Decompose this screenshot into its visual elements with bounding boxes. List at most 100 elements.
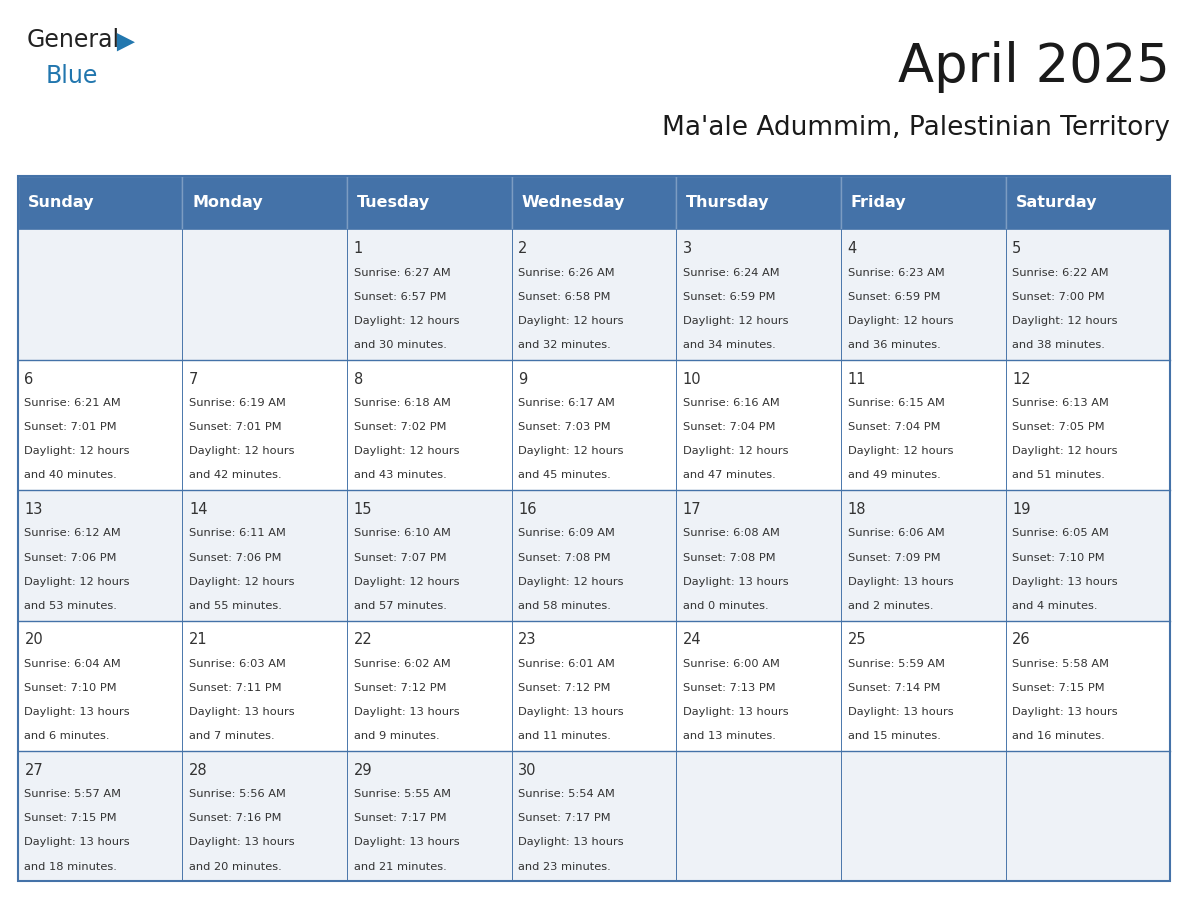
Text: and 42 minutes.: and 42 minutes. <box>189 470 282 480</box>
Text: Daylight: 13 hours: Daylight: 13 hours <box>847 577 953 587</box>
Text: Sunset: 7:05 PM: Sunset: 7:05 PM <box>1012 422 1105 432</box>
Text: Sunrise: 6:10 AM: Sunrise: 6:10 AM <box>354 529 450 539</box>
Text: Sunrise: 6:09 AM: Sunrise: 6:09 AM <box>518 529 615 539</box>
Text: Sunrise: 6:02 AM: Sunrise: 6:02 AM <box>354 659 450 669</box>
Bar <box>18 230 183 360</box>
Text: Sunrise: 5:54 AM: Sunrise: 5:54 AM <box>518 789 615 800</box>
Text: Sunset: 7:06 PM: Sunset: 7:06 PM <box>189 553 282 563</box>
Text: and 7 minutes.: and 7 minutes. <box>189 731 274 741</box>
Text: Sunset: 7:14 PM: Sunset: 7:14 PM <box>847 683 940 693</box>
Text: Sunset: 7:01 PM: Sunset: 7:01 PM <box>25 422 118 432</box>
Text: Sunset: 7:15 PM: Sunset: 7:15 PM <box>25 813 118 823</box>
Bar <box>347 751 512 881</box>
Text: 20: 20 <box>25 633 43 647</box>
Bar <box>183 176 347 230</box>
Text: Daylight: 13 hours: Daylight: 13 hours <box>25 707 129 717</box>
Text: Sunset: 7:04 PM: Sunset: 7:04 PM <box>683 422 776 432</box>
Text: Daylight: 12 hours: Daylight: 12 hours <box>354 316 459 326</box>
Text: Sunrise: 6:12 AM: Sunrise: 6:12 AM <box>25 529 121 539</box>
Text: Saturday: Saturday <box>1016 196 1097 210</box>
Text: Daylight: 12 hours: Daylight: 12 hours <box>847 446 953 456</box>
Text: Daylight: 12 hours: Daylight: 12 hours <box>518 446 624 456</box>
Text: Sunset: 7:10 PM: Sunset: 7:10 PM <box>1012 553 1105 563</box>
Text: and 11 minutes.: and 11 minutes. <box>518 731 611 741</box>
Text: Sunrise: 6:24 AM: Sunrise: 6:24 AM <box>683 268 779 278</box>
Text: Sunset: 7:10 PM: Sunset: 7:10 PM <box>25 683 118 693</box>
Text: Sunset: 7:09 PM: Sunset: 7:09 PM <box>847 553 940 563</box>
Text: Sunrise: 6:01 AM: Sunrise: 6:01 AM <box>518 659 615 669</box>
Text: Monday: Monday <box>192 196 263 210</box>
Text: Sunrise: 5:56 AM: Sunrise: 5:56 AM <box>189 789 286 800</box>
Text: and 4 minutes.: and 4 minutes. <box>1012 600 1098 610</box>
Text: and 34 minutes.: and 34 minutes. <box>683 340 776 350</box>
Text: Sunrise: 6:19 AM: Sunrise: 6:19 AM <box>189 398 286 409</box>
Text: Daylight: 13 hours: Daylight: 13 hours <box>354 707 460 717</box>
Text: General: General <box>26 28 119 51</box>
Text: and 30 minutes.: and 30 minutes. <box>354 340 447 350</box>
Text: Daylight: 13 hours: Daylight: 13 hours <box>354 837 460 847</box>
Text: and 20 minutes.: and 20 minutes. <box>189 861 282 871</box>
Text: and 57 minutes.: and 57 minutes. <box>354 600 447 610</box>
Text: 23: 23 <box>518 633 537 647</box>
Text: Sunrise: 6:08 AM: Sunrise: 6:08 AM <box>683 529 779 539</box>
Bar <box>18 176 183 230</box>
Text: Daylight: 12 hours: Daylight: 12 hours <box>354 577 459 587</box>
Bar <box>18 176 1170 881</box>
Text: Daylight: 13 hours: Daylight: 13 hours <box>518 707 624 717</box>
Text: Sunrise: 6:22 AM: Sunrise: 6:22 AM <box>1012 268 1108 278</box>
Text: Daylight: 13 hours: Daylight: 13 hours <box>683 707 789 717</box>
Bar <box>676 490 841 621</box>
Text: 30: 30 <box>518 763 537 778</box>
Text: Daylight: 12 hours: Daylight: 12 hours <box>25 446 129 456</box>
Text: and 36 minutes.: and 36 minutes. <box>847 340 940 350</box>
Text: 3: 3 <box>683 241 693 256</box>
Text: and 45 minutes.: and 45 minutes. <box>518 470 611 480</box>
Text: Sunrise: 6:03 AM: Sunrise: 6:03 AM <box>189 659 286 669</box>
Text: Sunset: 7:11 PM: Sunset: 7:11 PM <box>189 683 282 693</box>
Text: 13: 13 <box>25 502 43 517</box>
Text: and 55 minutes.: and 55 minutes. <box>189 600 282 610</box>
Text: Ma'ale Adummim, Palestinian Territory: Ma'ale Adummim, Palestinian Territory <box>662 115 1170 140</box>
Bar <box>841 490 1005 621</box>
Text: 1: 1 <box>354 241 362 256</box>
Bar <box>183 751 347 881</box>
Text: Sunrise: 5:55 AM: Sunrise: 5:55 AM <box>354 789 450 800</box>
Bar <box>18 621 183 751</box>
Bar <box>512 621 676 751</box>
Text: 10: 10 <box>683 372 702 386</box>
Text: Daylight: 13 hours: Daylight: 13 hours <box>518 837 624 847</box>
Bar <box>347 621 512 751</box>
Text: Sunrise: 5:58 AM: Sunrise: 5:58 AM <box>1012 659 1110 669</box>
Text: and 47 minutes.: and 47 minutes. <box>683 470 776 480</box>
Text: Sunrise: 6:18 AM: Sunrise: 6:18 AM <box>354 398 450 409</box>
Bar <box>1005 176 1170 230</box>
Text: Sunday: Sunday <box>27 196 94 210</box>
Text: 18: 18 <box>847 502 866 517</box>
Text: Daylight: 12 hours: Daylight: 12 hours <box>1012 446 1118 456</box>
Bar <box>1005 621 1170 751</box>
Text: Sunset: 7:17 PM: Sunset: 7:17 PM <box>354 813 447 823</box>
Text: Sunrise: 6:21 AM: Sunrise: 6:21 AM <box>25 398 121 409</box>
Text: Sunrise: 6:26 AM: Sunrise: 6:26 AM <box>518 268 615 278</box>
Bar <box>18 490 183 621</box>
Bar <box>1005 490 1170 621</box>
Text: Daylight: 13 hours: Daylight: 13 hours <box>683 577 789 587</box>
Text: and 58 minutes.: and 58 minutes. <box>518 600 611 610</box>
Text: and 49 minutes.: and 49 minutes. <box>847 470 940 480</box>
Bar <box>1005 751 1170 881</box>
Text: Sunset: 6:59 PM: Sunset: 6:59 PM <box>683 292 776 302</box>
Text: Sunset: 7:17 PM: Sunset: 7:17 PM <box>518 813 611 823</box>
Bar <box>676 621 841 751</box>
Text: Sunset: 7:00 PM: Sunset: 7:00 PM <box>1012 292 1105 302</box>
Text: 2: 2 <box>518 241 527 256</box>
Bar <box>512 176 676 230</box>
Bar <box>676 176 841 230</box>
Text: 7: 7 <box>189 372 198 386</box>
Bar <box>347 360 512 490</box>
Text: Daylight: 13 hours: Daylight: 13 hours <box>189 837 295 847</box>
Bar <box>512 230 676 360</box>
Text: Sunset: 7:08 PM: Sunset: 7:08 PM <box>518 553 611 563</box>
Text: 6: 6 <box>25 372 33 386</box>
Text: and 9 minutes.: and 9 minutes. <box>354 731 440 741</box>
Bar <box>183 621 347 751</box>
